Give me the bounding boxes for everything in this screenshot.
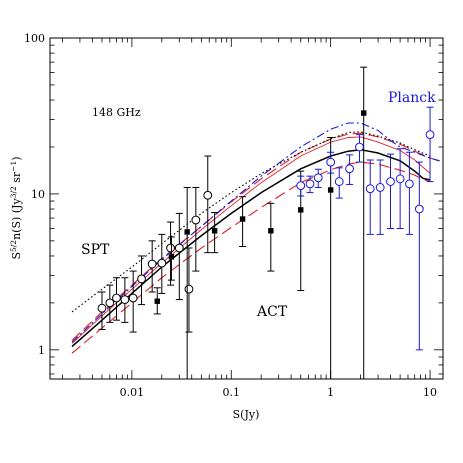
act-point (154, 298, 160, 304)
model-curve-1 (71, 148, 431, 348)
axis-ticks: 0.01 0.1 1 10 1 10 100 (24, 32, 443, 399)
plot-frame (49, 37, 444, 380)
spt-point (120, 295, 130, 304)
model-curve-3 (71, 132, 440, 341)
spt-point (157, 258, 167, 268)
planck-point (296, 181, 306, 191)
spt-point (105, 298, 115, 308)
act-point (168, 254, 175, 260)
planck-point (375, 183, 385, 192)
planck-point (365, 184, 375, 194)
spt-point (174, 243, 184, 253)
spt-point (128, 293, 138, 303)
spt-point (147, 259, 157, 269)
planck-point (313, 173, 323, 183)
act-point (360, 110, 367, 116)
spt-label: SPT (81, 242, 110, 258)
x-tick-label: 0.1 (223, 386, 241, 399)
x-tick-label: 0.01 (120, 386, 145, 399)
planck-point (405, 179, 414, 189)
spt-point (166, 243, 175, 253)
act-point (327, 187, 334, 193)
spt-point (203, 190, 213, 200)
spt-point (184, 284, 194, 294)
y-tick-label: 10 (31, 188, 45, 201)
planck-point (395, 174, 405, 184)
planck-label: Planck (388, 90, 436, 106)
x-tick-label: 10 (423, 386, 437, 399)
act-point (298, 207, 304, 213)
y-axis-label: S5/2n(S) (Jy3/2 sr−1) (9, 156, 23, 259)
planck-point (334, 177, 344, 186)
model-curve-2 (71, 161, 431, 354)
frequency-label: 148 GHz (92, 106, 141, 119)
model-curve-6 (71, 136, 431, 344)
planck-point (425, 130, 435, 140)
spt-point (112, 293, 121, 303)
act-label: ACT (256, 304, 288, 320)
act-point (268, 228, 274, 234)
spt-point (137, 274, 146, 284)
planck-point (386, 177, 395, 186)
spt-point (97, 303, 107, 313)
planck-point (305, 179, 315, 189)
spt-point (191, 215, 201, 225)
model-curve-5 (71, 131, 431, 313)
planck-point (355, 142, 364, 152)
act-point (184, 229, 190, 235)
planck-point (345, 164, 354, 174)
plot-marks (71, 66, 440, 379)
y-tick-label: 100 (24, 32, 45, 45)
planck-point (326, 157, 336, 167)
x-tick-label: 1 (327, 386, 334, 399)
act-point (239, 216, 246, 222)
planck-point (414, 204, 424, 214)
x-axis-label: S(Jy) (233, 408, 260, 421)
act-point (211, 228, 218, 234)
y-tick-label: 1 (38, 344, 45, 357)
